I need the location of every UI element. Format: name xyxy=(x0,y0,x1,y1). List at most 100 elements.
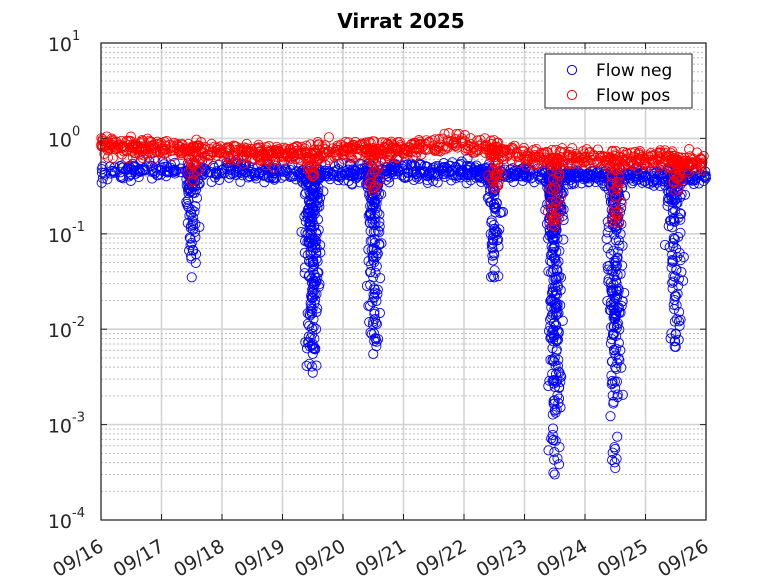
data-point xyxy=(308,314,319,325)
data-point xyxy=(370,148,381,160)
data-point xyxy=(557,315,568,326)
data-point xyxy=(555,192,566,203)
data-point xyxy=(190,201,201,212)
data-point xyxy=(224,144,235,155)
data-point xyxy=(632,168,643,179)
data-point xyxy=(254,152,266,163)
data-point xyxy=(296,141,307,153)
data-point xyxy=(389,162,401,173)
data-point xyxy=(190,257,201,268)
data-point xyxy=(186,251,197,262)
data-point xyxy=(109,162,120,173)
data-point xyxy=(402,164,413,175)
data-point xyxy=(552,271,563,282)
data-point xyxy=(554,168,565,179)
data-point xyxy=(615,268,626,280)
data-point xyxy=(191,134,202,145)
data-point xyxy=(369,287,380,298)
data-point xyxy=(679,189,691,200)
data-point xyxy=(257,153,268,164)
data-point xyxy=(668,233,679,244)
data-point xyxy=(97,161,108,172)
data-point xyxy=(175,167,186,178)
data-point xyxy=(190,158,202,169)
data-point xyxy=(496,207,507,218)
data-point xyxy=(239,142,250,153)
data-point xyxy=(118,162,129,173)
data-point xyxy=(550,231,561,242)
data-point xyxy=(610,266,621,277)
data-point xyxy=(122,163,133,174)
data-point xyxy=(499,164,510,175)
data-point xyxy=(675,314,686,325)
data-point xyxy=(489,265,500,276)
data-point xyxy=(550,182,561,194)
y-tick-label-exponent: -3 xyxy=(72,411,85,426)
data-point xyxy=(349,141,360,153)
data-point xyxy=(608,398,619,409)
data-point xyxy=(673,184,684,195)
data-point xyxy=(402,167,413,178)
data-point xyxy=(332,140,343,151)
data-point xyxy=(309,153,320,164)
data-point xyxy=(550,369,562,380)
data-point xyxy=(521,160,532,171)
data-point xyxy=(613,170,624,181)
data-point xyxy=(491,229,502,240)
data-point xyxy=(374,160,385,171)
data-point xyxy=(606,286,617,297)
data-point xyxy=(285,171,296,183)
data-point xyxy=(194,221,205,233)
data-point xyxy=(308,287,319,298)
data-point xyxy=(369,150,380,161)
data-point xyxy=(187,216,198,227)
data-point xyxy=(512,165,523,176)
chart-title: Virrat 2025 xyxy=(337,9,464,33)
data-point xyxy=(194,164,205,175)
data-point xyxy=(488,198,499,209)
data-point xyxy=(253,169,264,180)
data-point xyxy=(554,442,565,453)
data-point xyxy=(504,149,515,160)
data-point xyxy=(447,157,458,168)
data-point xyxy=(432,177,443,188)
data-point xyxy=(305,249,316,260)
data-point xyxy=(323,132,334,143)
data-point xyxy=(424,137,435,148)
data-point xyxy=(671,300,682,311)
data-point xyxy=(371,261,382,272)
data-point xyxy=(496,169,507,180)
data-point xyxy=(206,138,217,149)
data-point xyxy=(612,431,623,442)
data-point xyxy=(613,235,624,246)
data-point xyxy=(300,337,311,348)
data-point xyxy=(288,152,299,163)
data-point xyxy=(158,143,169,155)
data-point xyxy=(668,213,679,224)
data-point xyxy=(362,155,373,166)
data-point xyxy=(573,152,584,163)
data-point xyxy=(662,200,673,211)
data-point xyxy=(186,220,197,231)
data-point xyxy=(547,429,558,441)
data-point xyxy=(690,163,702,174)
data-point xyxy=(186,237,197,249)
data-point xyxy=(441,165,452,176)
data-point xyxy=(680,156,691,167)
data-point xyxy=(614,191,625,202)
data-point xyxy=(610,221,621,232)
data-point xyxy=(609,457,620,468)
data-point xyxy=(610,260,621,271)
data-point xyxy=(613,337,624,349)
data-point xyxy=(573,166,584,177)
data-point xyxy=(152,136,163,147)
data-point xyxy=(674,172,685,183)
y-tick-label-exponent: 1 xyxy=(72,29,80,44)
data-point xyxy=(543,445,554,456)
data-point xyxy=(607,390,618,401)
data-point xyxy=(306,273,317,284)
data-point xyxy=(302,229,313,240)
data-point xyxy=(554,170,565,181)
data-point xyxy=(633,174,644,185)
data-point xyxy=(614,240,625,251)
